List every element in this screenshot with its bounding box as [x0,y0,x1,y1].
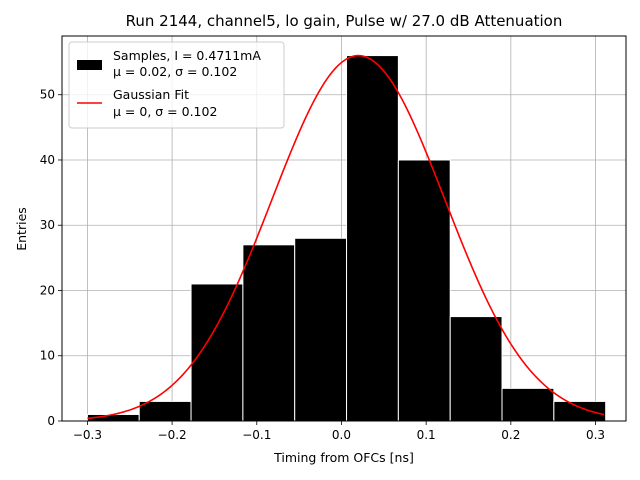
x-tick-label-0: −0.3 [73,428,102,442]
legend-samples-stats: μ = 0.02, σ = 0.102 [113,64,237,79]
histogram-bars [86,55,607,422]
chart-title: Run 2144, channel5, lo gain, Pulse w/ 27… [126,12,563,30]
histogram-bar-5 [346,55,399,422]
y-axis-label: Entries [14,207,29,251]
histogram-bar-1 [138,400,192,422]
x-tick-label-3: 0.0 [332,428,351,442]
gaussian-fit-layer [87,54,605,420]
legend-fit-stats: μ = 0, σ = 0.102 [113,104,217,119]
histogram-bar-6 [397,159,451,422]
histogram-bar-2 [190,283,244,422]
histogram-bar-3 [242,244,296,422]
x-tick-label-4: 0.1 [417,428,436,442]
legend-box [68,41,285,129]
y-axis-ticks: 0 10 20 30 40 50 [40,88,62,428]
legend-samples-swatch [77,60,102,70]
histogram-bar-4 [294,237,348,422]
y-tick-label-0: 0 [47,414,55,428]
x-tick-label-2: −0.1 [242,428,271,442]
gaussian-fit-curve [87,54,605,420]
y-tick-label-2: 20 [40,283,55,297]
x-tick-label-5: 0.2 [501,428,520,442]
x-axis-label: Timing from OFCs [ns] [273,450,414,465]
plot-area-frame [61,35,627,422]
legend-samples-label: Samples, I = 0.4711mA [113,48,261,63]
histogram-bar-7 [449,316,503,422]
y-tick-label-4: 40 [40,153,55,167]
y-tick-label-1: 10 [40,349,55,363]
histogram-bar-8 [501,387,555,422]
x-tick-label-1: −0.2 [158,428,187,442]
legend-fit-label: Gaussian Fit [113,87,189,102]
x-axis-ticks: −0.3 −0.2 −0.1 0.0 0.1 0.2 0.3 [73,421,605,442]
y-tick-label-5: 50 [40,88,55,102]
legend: Samples, I = 0.4711mA μ = 0.02, σ = 0.10… [68,41,285,129]
x-tick-label-6: 0.3 [586,428,605,442]
y-tick-label-3: 30 [40,218,55,232]
histogram-bar-9 [553,400,607,422]
